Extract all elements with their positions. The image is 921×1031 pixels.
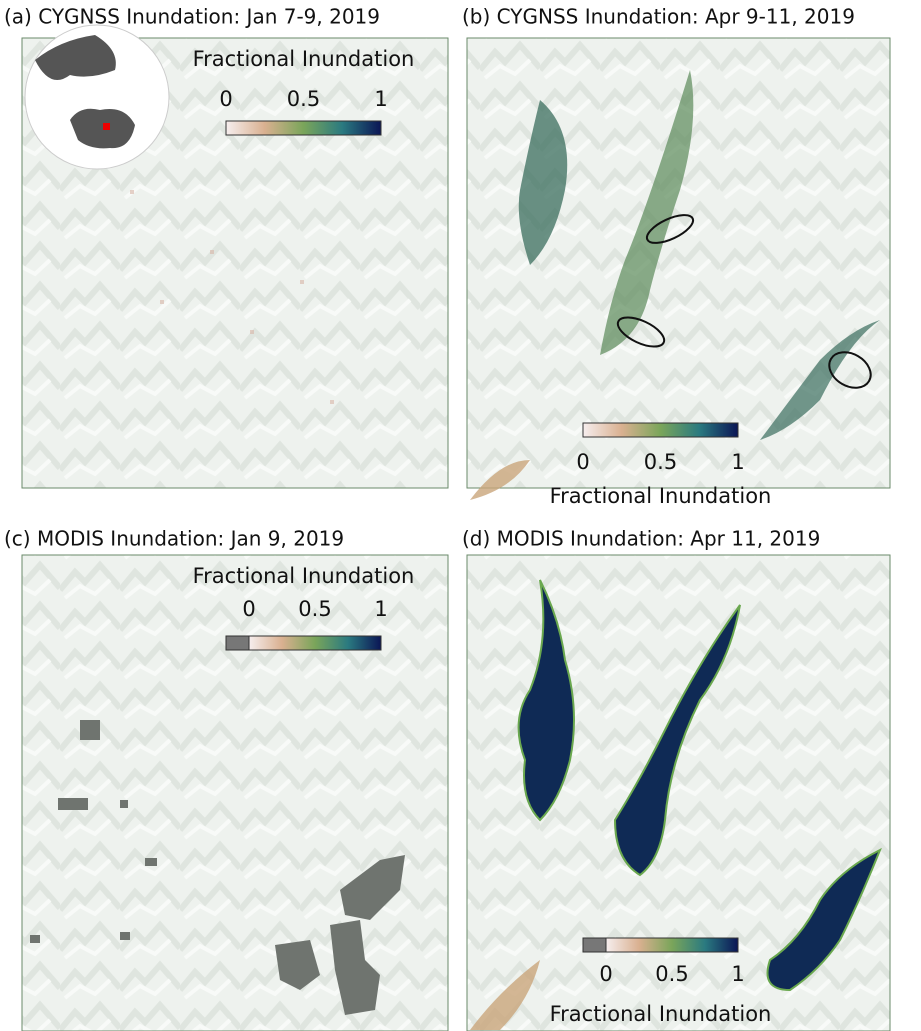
colorbar-tick-label: 0.5 <box>298 597 331 621</box>
colorbar <box>583 423 738 437</box>
colorbar-tick-label: 1 <box>374 597 387 621</box>
colorbar <box>606 938 738 952</box>
panel-title: (a) CYGNSS Inundation: Jan 7-9, 2019 <box>4 5 380 29</box>
colorbar-label: Fractional Inundation <box>193 564 415 588</box>
colorbar-tick-label: 0 <box>219 87 232 111</box>
map-c <box>22 555 448 1031</box>
no-data-swatch <box>583 938 606 952</box>
panel-title: (c) MODIS Inundation: Jan 9, 2019 <box>4 527 344 551</box>
colorbar-tick-label: 0 <box>242 597 255 621</box>
colorbar <box>226 121 381 135</box>
no-data-swatch <box>226 636 249 650</box>
colorbar-tick-label: 0.5 <box>287 87 320 111</box>
colorbar-label: Fractional Inundation <box>193 47 415 71</box>
figure: (a) CYGNSS Inundation: Jan 7-9, 2019 Frac… <box>0 0 921 1031</box>
colorbar-tick-label: 1 <box>731 450 744 474</box>
colorbar-tick-label: 0 <box>576 450 589 474</box>
colorbar-tick-label: 0 <box>599 962 612 986</box>
map-d <box>467 555 890 1031</box>
colorbar-tick-label: 1 <box>731 962 744 986</box>
colorbar-label: Fractional Inundation <box>550 484 772 508</box>
colorbar-label: Fractional Inundation <box>550 1002 772 1026</box>
colorbar <box>249 636 381 650</box>
colorbar-tick-label: 0.5 <box>655 962 688 986</box>
colorbar-tick-label: 0.5 <box>644 450 677 474</box>
panel-title: (d) MODIS Inundation: Apr 11, 2019 <box>462 527 820 551</box>
colorbar-tick-label: 1 <box>374 87 387 111</box>
panel-title: (b) CYGNSS Inundation: Apr 9-11, 2019 <box>462 5 855 29</box>
